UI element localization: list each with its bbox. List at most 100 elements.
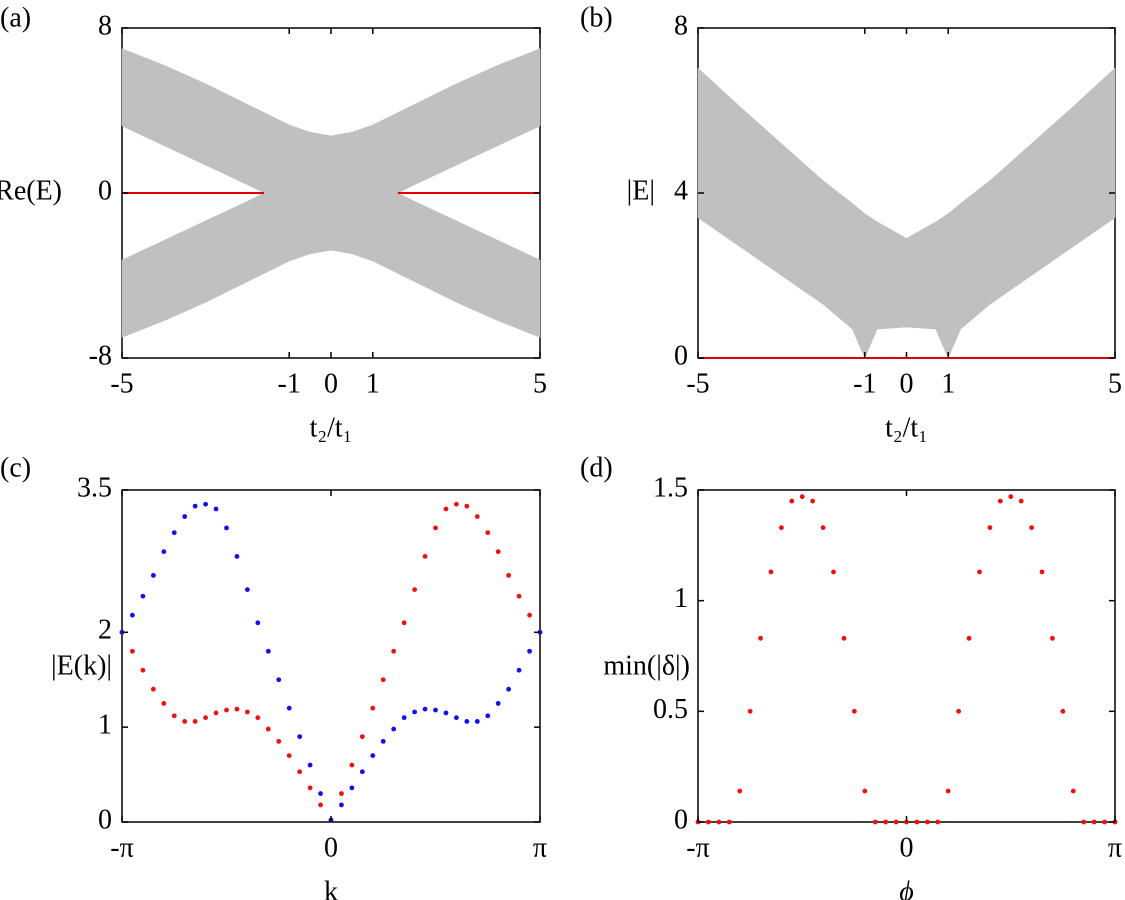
point — [224, 525, 229, 531]
point — [380, 738, 386, 744]
point — [1050, 635, 1055, 641]
point — [182, 719, 188, 724]
x-tick-label: 1 — [941, 368, 955, 399]
y-tick-label: 0 — [674, 340, 688, 371]
point — [339, 802, 344, 808]
x-tick-label: -π — [110, 832, 133, 863]
x-tick-label: -1 — [278, 368, 301, 399]
point — [464, 503, 470, 509]
x-tick-label: -1 — [853, 368, 876, 399]
y-tick-label: 0 — [674, 804, 688, 835]
point — [130, 612, 135, 618]
point — [841, 635, 847, 641]
point — [516, 667, 522, 673]
point — [433, 707, 438, 713]
point — [1091, 819, 1097, 825]
point — [443, 506, 449, 512]
point — [537, 629, 543, 635]
axes-box — [121, 489, 541, 823]
point — [318, 802, 323, 808]
point — [265, 726, 271, 732]
point — [140, 667, 146, 673]
point — [485, 530, 491, 536]
point — [286, 705, 292, 711]
band-area — [697, 67, 1116, 359]
point — [307, 785, 313, 791]
point — [192, 719, 198, 724]
point — [171, 713, 177, 719]
panel-label: (b) — [580, 2, 613, 33]
point — [244, 587, 250, 592]
point — [401, 620, 407, 626]
point — [244, 709, 250, 715]
point — [737, 788, 743, 794]
point — [318, 791, 323, 796]
point — [924, 819, 930, 825]
point — [768, 569, 774, 575]
point — [276, 738, 282, 744]
axes-box — [697, 489, 1116, 823]
point — [412, 587, 418, 592]
x-tick-label: 0 — [324, 832, 338, 863]
point — [339, 791, 344, 796]
point — [286, 753, 292, 758]
point — [852, 708, 857, 714]
point — [276, 677, 282, 683]
point — [862, 788, 868, 794]
panel-label: (c) — [0, 452, 31, 483]
x-tick-label: 0 — [900, 832, 914, 863]
point — [401, 715, 407, 721]
point — [997, 498, 1003, 504]
point — [359, 769, 365, 775]
point — [485, 713, 491, 719]
point — [119, 629, 125, 635]
panel-label: (a) — [0, 2, 31, 33]
x-axis-label: k — [324, 876, 338, 900]
y-axis-label: |E| — [627, 175, 655, 206]
point — [234, 706, 240, 712]
x-axis-label: t₂/t₁ — [885, 412, 928, 443]
x-axis-label: t₂/t₁ — [310, 412, 353, 443]
point — [810, 498, 816, 504]
y-axis-label: |E(k)| — [51, 650, 112, 681]
point — [1081, 819, 1087, 825]
point — [527, 612, 532, 618]
point — [213, 710, 219, 716]
point — [150, 686, 156, 692]
point — [454, 501, 459, 507]
point — [956, 708, 961, 714]
point — [789, 498, 795, 504]
point — [234, 554, 240, 559]
y-axis-label: Re(E) — [0, 175, 62, 206]
point — [977, 569, 982, 575]
y-axis-label: min(|δ|) — [603, 650, 690, 681]
point — [150, 572, 156, 578]
point — [945, 788, 951, 794]
point — [464, 719, 470, 724]
x-tick-label: π — [1108, 832, 1122, 863]
point — [203, 715, 208, 721]
point — [883, 819, 889, 825]
x-tick-label: -5 — [686, 368, 709, 399]
point — [914, 819, 920, 825]
x-tick-label: 0 — [324, 368, 338, 399]
point — [1070, 788, 1076, 794]
x-tick-label: π — [533, 832, 547, 863]
point — [161, 701, 167, 706]
point — [370, 705, 376, 711]
point — [527, 648, 532, 654]
point — [506, 572, 512, 578]
point — [987, 525, 993, 531]
point — [380, 677, 386, 683]
point — [192, 503, 198, 509]
point — [454, 715, 459, 721]
point — [516, 593, 522, 599]
point — [213, 506, 219, 512]
point — [370, 753, 376, 758]
x-axis-label: ϕ — [899, 876, 914, 900]
point — [799, 494, 805, 500]
point — [831, 569, 836, 575]
point — [349, 762, 355, 768]
y-tick-label: 8 — [98, 10, 112, 41]
